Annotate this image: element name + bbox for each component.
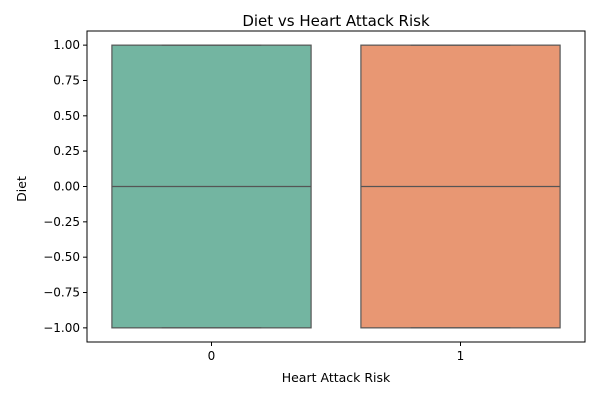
y-axis-label: Diet <box>14 176 29 202</box>
x-tick-label: 1 <box>457 349 465 363</box>
y-tick-label: −0.25 <box>43 215 80 229</box>
y-tick-label: 1.00 <box>53 38 80 52</box>
y-tick-label: 0.75 <box>53 73 80 87</box>
x-tick-label: 0 <box>208 349 216 363</box>
y-tick-label: −0.75 <box>43 286 80 300</box>
plot-area: −1.00 −0.75 −0.50 −0.25 0.00 0.25 0.50 0.75 1.00… <box>43 30 586 363</box>
chart-title: Diet vs Heart Attack Risk <box>242 12 430 30</box>
y-tick-label: 0.50 <box>53 109 80 123</box>
y-tick-label: 0.25 <box>53 144 80 158</box>
y-tick-label: −1.00 <box>43 321 80 335</box>
y-tick-label: −0.50 <box>43 250 80 264</box>
x-axis-label: Heart Attack Risk <box>282 370 391 385</box>
y-tick-label: 0.00 <box>53 180 80 194</box>
